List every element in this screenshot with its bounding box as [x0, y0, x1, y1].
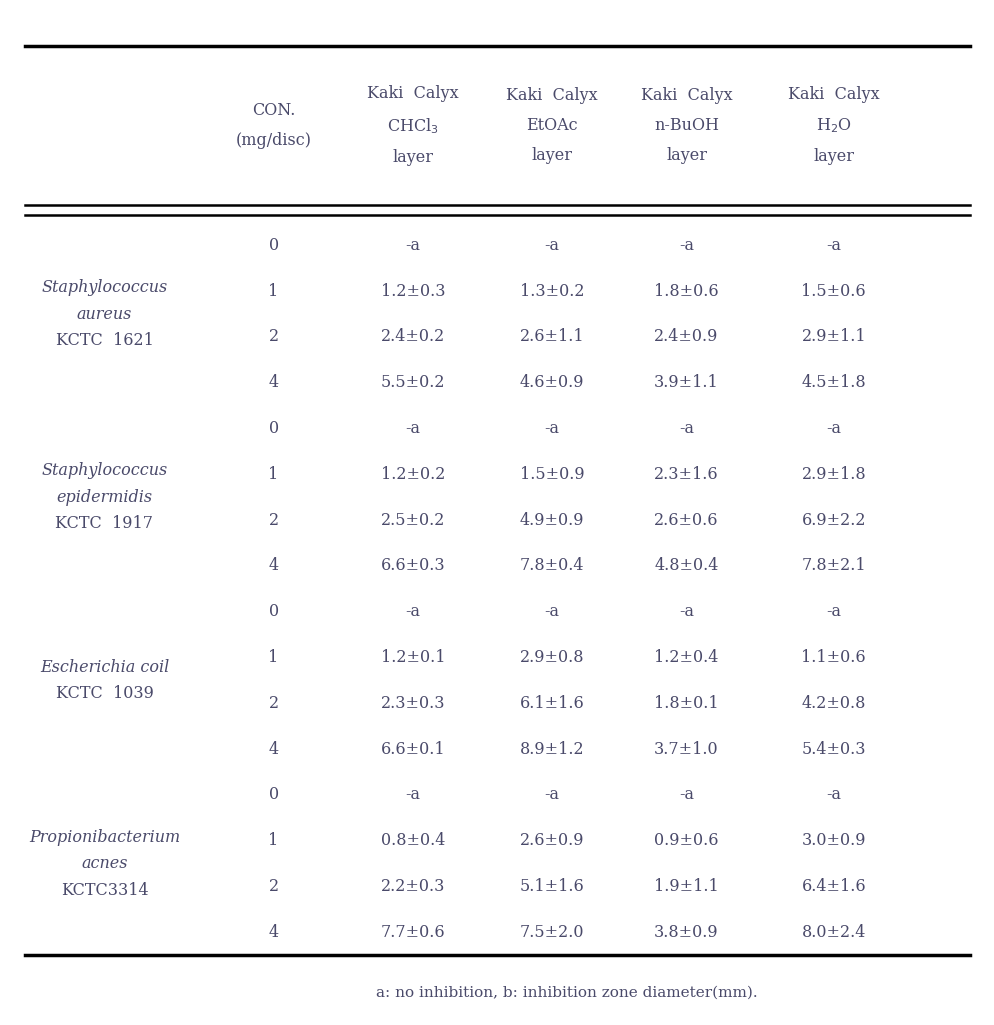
- Text: 0: 0: [268, 237, 278, 254]
- Text: 6.6±0.1: 6.6±0.1: [381, 741, 444, 757]
- Text: 4.9±0.9: 4.9±0.9: [520, 511, 583, 529]
- Text: 3.0±0.9: 3.0±0.9: [801, 832, 865, 850]
- Text: -a: -a: [405, 237, 420, 254]
- Text: 2.3±0.3: 2.3±0.3: [381, 695, 444, 712]
- Text: 2.4±0.9: 2.4±0.9: [654, 328, 718, 345]
- Text: Staphylococcus: Staphylococcus: [42, 462, 167, 479]
- Text: 7.7±0.6: 7.7±0.6: [381, 924, 444, 941]
- Text: 7.8±2.1: 7.8±2.1: [801, 558, 865, 574]
- Text: -a: -a: [825, 786, 841, 804]
- Text: -a: -a: [678, 786, 694, 804]
- Text: 2.9±1.1: 2.9±1.1: [801, 328, 865, 345]
- Text: 2.6±0.9: 2.6±0.9: [520, 832, 583, 850]
- Text: Kaki  Calyx
H$_2$O
layer: Kaki Calyx H$_2$O layer: [787, 86, 879, 165]
- Text: 2.3±1.6: 2.3±1.6: [654, 465, 718, 483]
- Text: 3.7±1.0: 3.7±1.0: [654, 741, 718, 757]
- Text: 1.2±0.1: 1.2±0.1: [381, 649, 444, 666]
- Text: -a: -a: [544, 420, 560, 437]
- Text: Escherichia coil: Escherichia coil: [40, 659, 169, 675]
- Text: 5.1±1.6: 5.1±1.6: [519, 878, 584, 895]
- Text: 2.9±0.8: 2.9±0.8: [520, 649, 583, 666]
- Text: 2.4±0.2: 2.4±0.2: [381, 328, 444, 345]
- Text: 2.6±1.1: 2.6±1.1: [520, 328, 583, 345]
- Text: 4: 4: [268, 374, 278, 392]
- Text: 6.4±1.6: 6.4±1.6: [801, 878, 865, 895]
- Text: KCTC  1621: KCTC 1621: [56, 332, 153, 350]
- Text: 1: 1: [268, 465, 278, 483]
- Text: 1.8±0.6: 1.8±0.6: [654, 283, 718, 299]
- Text: Kaki  Calyx
n-BuOH
layer: Kaki Calyx n-BuOH layer: [640, 87, 732, 164]
- Text: -a: -a: [825, 420, 841, 437]
- Text: 0.8±0.4: 0.8±0.4: [381, 832, 444, 850]
- Text: -a: -a: [678, 420, 694, 437]
- Text: 2.6±0.6: 2.6±0.6: [654, 511, 718, 529]
- Text: Kaki  Calyx
EtOAc
layer: Kaki Calyx EtOAc layer: [506, 87, 597, 164]
- Text: -a: -a: [405, 604, 420, 620]
- Text: 6.6±0.3: 6.6±0.3: [381, 558, 444, 574]
- Text: aureus: aureus: [77, 305, 132, 323]
- Text: Propionibacterium: Propionibacterium: [29, 828, 180, 846]
- Text: 4.5±1.8: 4.5±1.8: [801, 374, 865, 392]
- Text: 7.5±2.0: 7.5±2.0: [520, 924, 583, 941]
- Text: 2.5±0.2: 2.5±0.2: [381, 511, 444, 529]
- Text: 1: 1: [268, 832, 278, 850]
- Text: -a: -a: [405, 420, 420, 437]
- Text: Staphylococcus: Staphylococcus: [42, 279, 167, 296]
- Text: -a: -a: [825, 237, 841, 254]
- Text: 0.9±0.6: 0.9±0.6: [654, 832, 718, 850]
- Text: KCTC  1039: KCTC 1039: [56, 686, 153, 702]
- Text: 1.5±0.9: 1.5±0.9: [520, 465, 583, 483]
- Text: 1.2±0.4: 1.2±0.4: [654, 649, 718, 666]
- Text: 1.5±0.6: 1.5±0.6: [801, 283, 865, 299]
- Text: 3.8±0.9: 3.8±0.9: [654, 924, 718, 941]
- Text: 8.9±1.2: 8.9±1.2: [520, 741, 583, 757]
- Text: 1.2±0.2: 1.2±0.2: [381, 465, 444, 483]
- Text: 4.8±0.4: 4.8±0.4: [654, 558, 718, 574]
- Text: 1.1±0.6: 1.1±0.6: [801, 649, 865, 666]
- Text: 2: 2: [268, 695, 278, 712]
- Text: 4: 4: [268, 924, 278, 941]
- Text: 5.4±0.3: 5.4±0.3: [801, 741, 865, 757]
- Text: 0: 0: [268, 786, 278, 804]
- Text: 2.2±0.3: 2.2±0.3: [381, 878, 444, 895]
- Text: acnes: acnes: [82, 855, 127, 872]
- Text: -a: -a: [544, 786, 560, 804]
- Text: 1.9±1.1: 1.9±1.1: [653, 878, 719, 895]
- Text: epidermidis: epidermidis: [57, 489, 152, 505]
- Text: 4.6±0.9: 4.6±0.9: [520, 374, 583, 392]
- Text: KCTC3314: KCTC3314: [61, 882, 148, 899]
- Text: 4: 4: [268, 741, 278, 757]
- Text: 4.2±0.8: 4.2±0.8: [801, 695, 865, 712]
- Text: 8.0±2.4: 8.0±2.4: [801, 924, 865, 941]
- Text: CON.
(mg/disc): CON. (mg/disc): [236, 102, 311, 149]
- Text: 5.5±0.2: 5.5±0.2: [381, 374, 444, 392]
- Text: 0: 0: [268, 420, 278, 437]
- Text: 3.9±1.1: 3.9±1.1: [653, 374, 719, 392]
- Text: 1.2±0.3: 1.2±0.3: [381, 283, 444, 299]
- Text: Kaki  Calyx
CHCl$_3$
layer: Kaki Calyx CHCl$_3$ layer: [367, 85, 458, 166]
- Text: -a: -a: [544, 237, 560, 254]
- Text: 2: 2: [268, 878, 278, 895]
- Text: 1.8±0.1: 1.8±0.1: [654, 695, 718, 712]
- Text: 2: 2: [268, 328, 278, 345]
- Text: -a: -a: [678, 237, 694, 254]
- Text: 1.3±0.2: 1.3±0.2: [520, 283, 583, 299]
- Text: -a: -a: [678, 604, 694, 620]
- Text: 1: 1: [268, 283, 278, 299]
- Text: KCTC  1917: KCTC 1917: [56, 516, 153, 532]
- Text: -a: -a: [405, 786, 420, 804]
- Text: 0: 0: [268, 604, 278, 620]
- Text: 4: 4: [268, 558, 278, 574]
- Text: 7.8±0.4: 7.8±0.4: [520, 558, 583, 574]
- Text: 2.9±1.8: 2.9±1.8: [801, 465, 865, 483]
- Text: -a: -a: [544, 604, 560, 620]
- Text: 6.9±2.2: 6.9±2.2: [801, 511, 865, 529]
- Text: 2: 2: [268, 511, 278, 529]
- Text: 1: 1: [268, 649, 278, 666]
- Text: -a: -a: [825, 604, 841, 620]
- Text: 6.1±1.6: 6.1±1.6: [519, 695, 584, 712]
- Text: a: no inhibition, b: inhibition zone diameter(mm).: a: no inhibition, b: inhibition zone dia…: [376, 985, 757, 999]
